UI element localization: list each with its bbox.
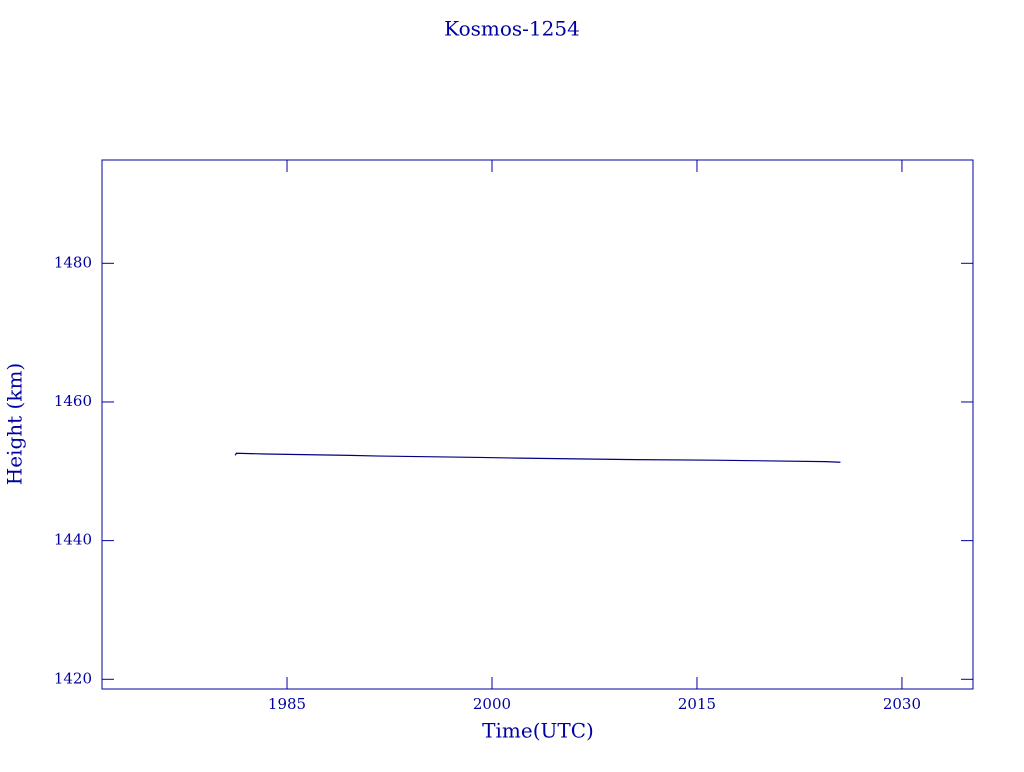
y-tick-label: 1480 (54, 253, 92, 271)
x-tick-label: 2030 (883, 695, 921, 713)
y-tick-label: 1460 (54, 392, 92, 410)
y-tick-label: 1440 (54, 531, 92, 549)
data-line (234, 452, 841, 463)
y-axis-label: Height (km) (3, 363, 27, 485)
chart-title: Kosmos-1254 (444, 17, 580, 41)
y-tick-label: 1420 (54, 669, 92, 687)
plot-frame (101, 159, 974, 690)
x-tick-label: 2015 (678, 695, 716, 713)
x-axis-label: Time(UTC) (482, 719, 594, 743)
x-tick-label: 2000 (473, 695, 511, 713)
x-tick-label: 1985 (268, 695, 306, 713)
